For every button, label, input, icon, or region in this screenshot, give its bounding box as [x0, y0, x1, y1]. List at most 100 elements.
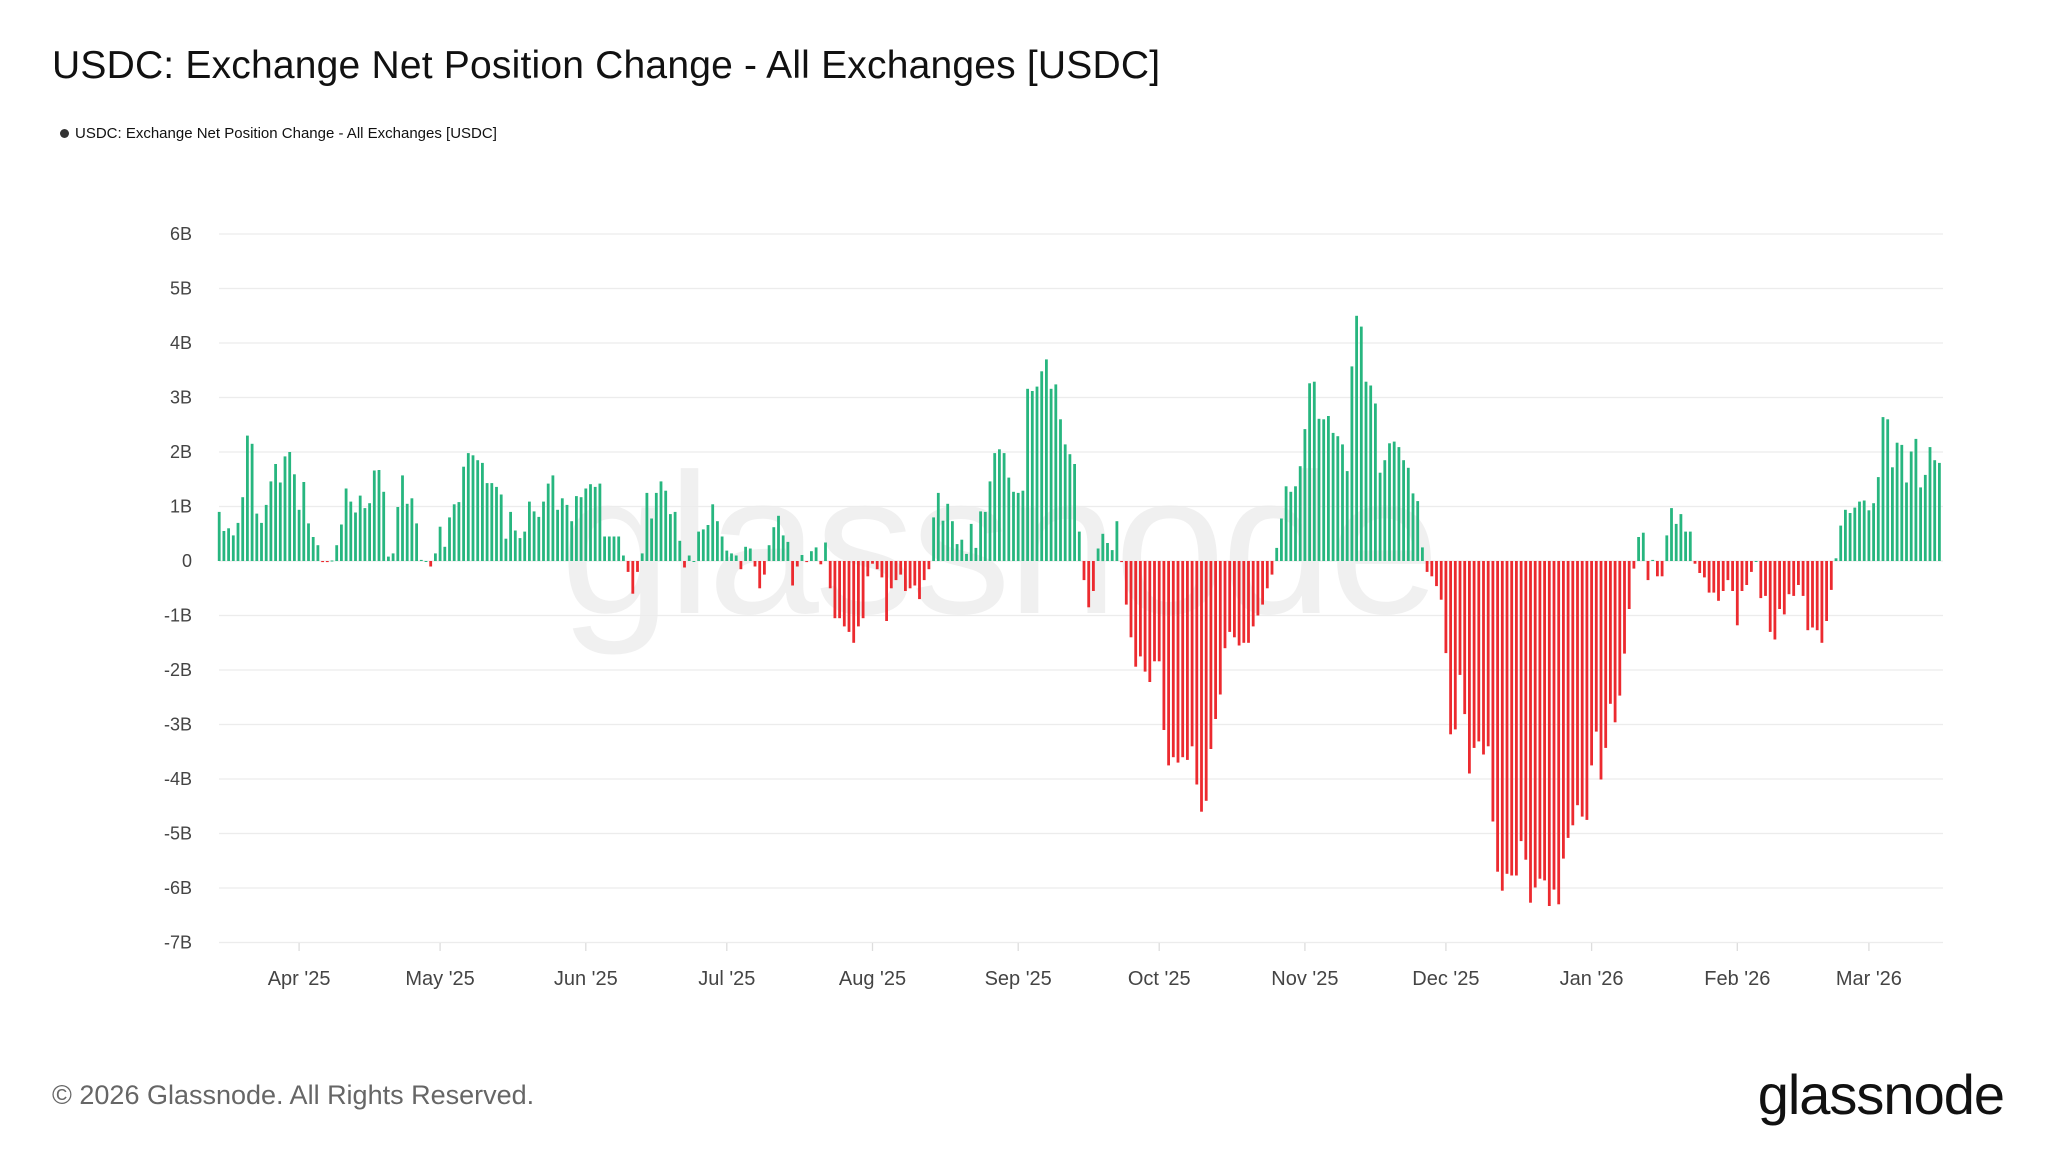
bar: [1458, 561, 1462, 675]
bar: [1651, 559, 1655, 561]
bar: [316, 545, 320, 561]
bar: [1876, 477, 1880, 561]
bar: [1646, 561, 1650, 581]
bar: [701, 529, 705, 561]
bar: [1580, 561, 1584, 817]
bar: [880, 561, 884, 578]
bar: [1618, 561, 1622, 696]
legend-label: USDC: Exchange Net Position Change - All…: [75, 125, 497, 142]
bar: [410, 498, 414, 561]
bar: [1914, 438, 1918, 561]
bar: [1002, 453, 1006, 561]
x-tick-label: Sep '25: [985, 968, 1052, 990]
bar: [335, 545, 339, 561]
bar: [396, 507, 400, 561]
legend-item[interactable]: USDC: Exchange Net Position Change - All…: [60, 125, 497, 142]
bar: [1303, 429, 1307, 561]
bar: [734, 555, 738, 561]
bar: [1792, 561, 1796, 596]
bar: [307, 523, 310, 561]
bar: [438, 526, 442, 561]
bar: [311, 537, 315, 561]
bar: [466, 453, 470, 561]
bar: [753, 561, 757, 567]
legend-dot-icon: [60, 129, 69, 138]
bar: [1186, 561, 1189, 760]
bar: [777, 515, 780, 561]
bar: [1374, 403, 1377, 561]
x-tick-label: Jan '26: [1560, 968, 1624, 990]
bar: [791, 561, 794, 586]
bar: [1703, 561, 1706, 578]
bar: [1815, 561, 1819, 631]
bar: [974, 547, 978, 561]
bar: [1280, 518, 1283, 561]
bar: [824, 542, 827, 561]
y-tick-label: -2B: [164, 660, 192, 680]
bar: [654, 492, 658, 561]
bar: [391, 553, 395, 561]
y-tick-label: 1B: [170, 497, 192, 517]
bar: [1181, 561, 1185, 758]
bar: [1928, 447, 1932, 561]
bar: [1858, 501, 1861, 561]
bar: [810, 551, 813, 561]
bar: [739, 561, 743, 570]
bar: [814, 547, 818, 561]
bar: [1294, 486, 1297, 561]
bar: [1773, 561, 1777, 640]
bar: [1218, 561, 1222, 695]
glassnode-logo: glassnode: [1757, 1063, 2005, 1126]
bar: [1416, 501, 1420, 561]
bar: [1552, 561, 1556, 890]
bar: [711, 504, 715, 561]
bar: [1171, 561, 1175, 758]
bar: [1801, 561, 1805, 596]
bar: [636, 561, 639, 572]
bar: [1421, 547, 1424, 561]
bar: [1848, 513, 1852, 561]
bar: [983, 511, 987, 561]
bar: [1139, 561, 1142, 657]
bar: [1844, 509, 1847, 561]
bar: [1392, 441, 1396, 561]
bar: [1153, 561, 1156, 662]
bar: [1035, 386, 1039, 561]
bar: [1345, 471, 1349, 561]
bar: [1900, 444, 1904, 561]
bar: [1049, 388, 1053, 561]
bar: [1317, 418, 1321, 561]
bar: [946, 503, 950, 561]
bar: [368, 503, 371, 561]
bar: [866, 561, 870, 577]
bar: [1656, 561, 1659, 577]
bar: [260, 522, 263, 561]
bar: [1204, 561, 1208, 801]
bar: [1571, 561, 1575, 826]
bar: [1693, 561, 1697, 564]
bar: [1453, 561, 1457, 730]
bar: [847, 561, 851, 632]
bar: [1707, 561, 1711, 593]
bar: [1632, 561, 1636, 569]
bar: [340, 524, 343, 561]
bar: [1068, 454, 1072, 561]
bar: [1040, 371, 1044, 561]
bar: [1759, 561, 1763, 599]
bar: [1510, 561, 1514, 876]
bar: [1341, 444, 1344, 561]
bar: [772, 527, 776, 561]
bar: [1129, 561, 1133, 638]
bar: [697, 531, 700, 561]
bar: [1472, 561, 1476, 748]
bar: [1336, 436, 1340, 561]
bar: [1265, 561, 1269, 589]
bar: [1787, 561, 1791, 595]
bar: [227, 528, 230, 561]
bar: [988, 481, 992, 561]
bar: [575, 496, 578, 561]
bar: [669, 514, 672, 561]
bar: [1261, 561, 1264, 605]
bar: [246, 435, 249, 561]
bar: [1919, 487, 1922, 561]
